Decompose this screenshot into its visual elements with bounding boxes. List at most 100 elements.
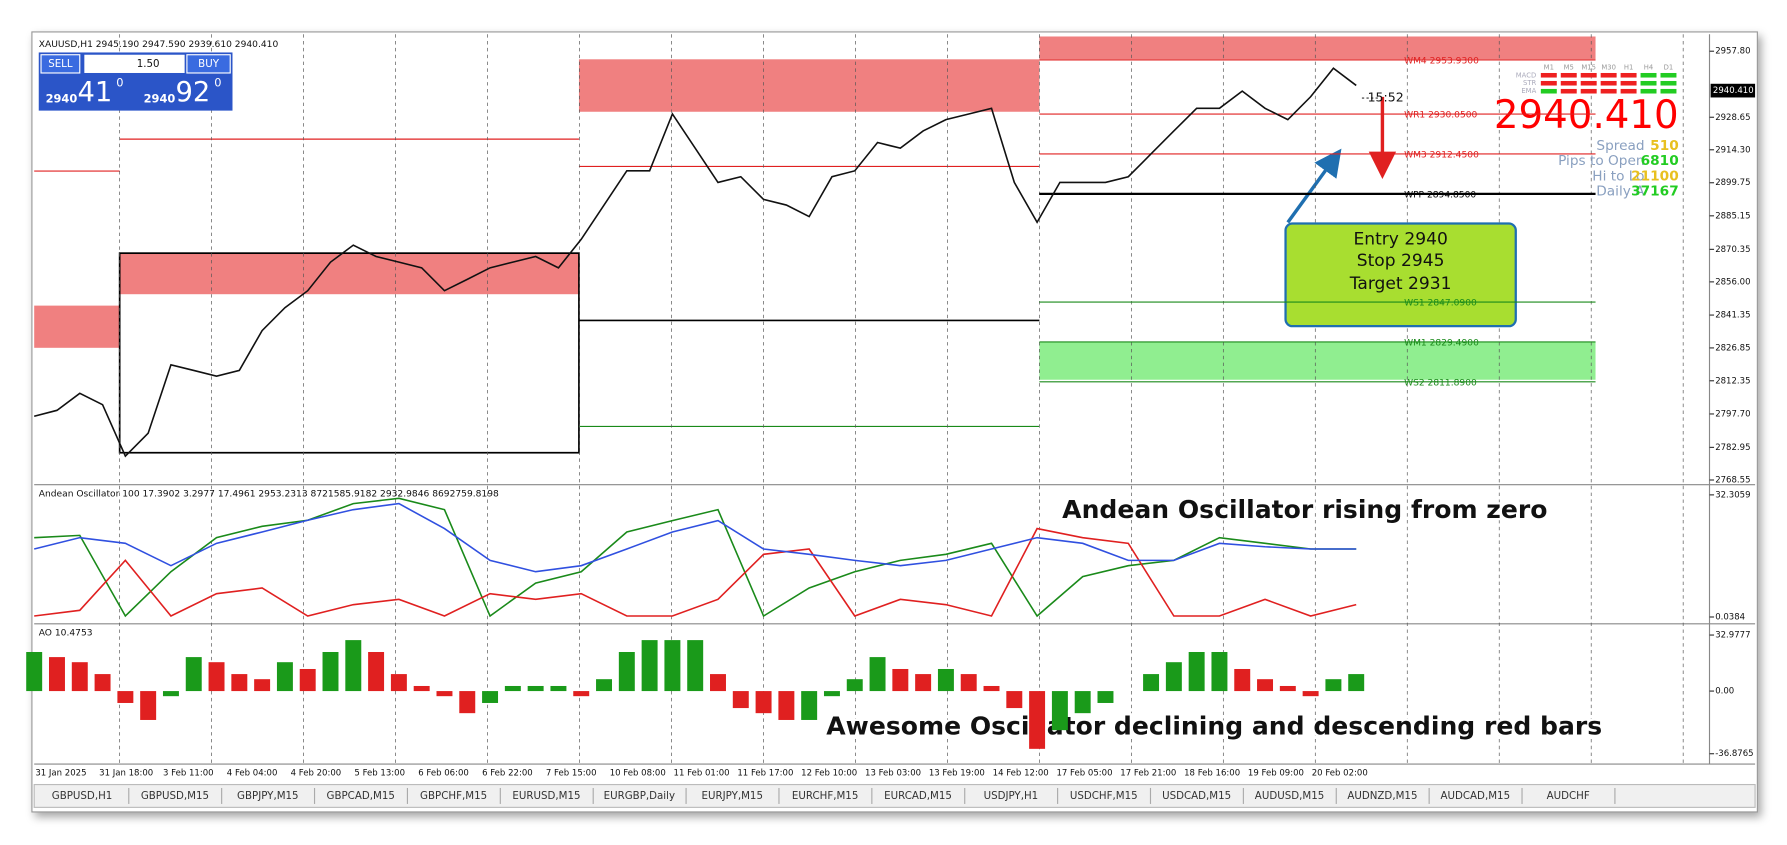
signal-cell (1600, 88, 1617, 94)
tf-label: M5 (1564, 63, 1574, 71)
bid-prefix: 2940 (46, 92, 78, 106)
target: Target 2931 (1349, 274, 1452, 294)
buy-button[interactable] (186, 54, 231, 74)
y-tick-label: -36.8765 (1715, 749, 1753, 759)
ao-bar (1143, 674, 1160, 692)
tab[interactable]: GBPCHF,M15 (420, 790, 487, 802)
ao-bar (368, 651, 385, 692)
pivot-label: WM4 2953.9300 (1404, 57, 1479, 67)
pivot-label: WM3 2912.4500 (1404, 151, 1479, 161)
tab[interactable]: EURJPY,M15 (701, 790, 762, 802)
ao-bar (892, 668, 909, 692)
ao-bar (823, 691, 840, 697)
buy-label: BUY (198, 58, 220, 70)
stat-value: 37167 (1631, 183, 1679, 199)
tab[interactable]: USDCAD,M15 (1162, 790, 1231, 802)
x-tick-label: 7 Feb 15:00 (546, 769, 597, 779)
tab[interactable]: EURUSD,M15 (512, 790, 580, 802)
stat-value: 21100 (1631, 168, 1679, 184)
tab[interactable]: AUDCHF (1547, 790, 1590, 802)
signal-cell (1640, 80, 1657, 86)
tab[interactable]: AUDUSD,M15 (1255, 790, 1324, 802)
x-tick-label: 5 Feb 13:00 (354, 769, 405, 779)
ao-bar (1257, 679, 1274, 692)
ao-bar (26, 651, 43, 692)
x-tick-label: 31 Jan 2025 (35, 769, 86, 779)
y-tick-label: 2841.35 (1715, 311, 1750, 321)
tf-label: H1 (1624, 63, 1633, 71)
y-tick-label: 2826.85 (1715, 343, 1750, 353)
ao-bar (1165, 662, 1182, 692)
ao-bar (1006, 691, 1023, 709)
signal-cell (1540, 72, 1557, 78)
ao-bar (1029, 691, 1046, 749)
x-tick-label: 10 Feb 08:00 (610, 769, 666, 779)
ao-bar (208, 662, 225, 692)
y-tick-label: 2797.70 (1715, 409, 1750, 419)
pivot-label: WM1 2829.4900 (1404, 339, 1479, 349)
y-tick-label: 32.3059 (1715, 490, 1750, 500)
price-tag (1710, 83, 1756, 98)
y-tick-label: 2782.95 (1715, 443, 1750, 453)
tab[interactable]: EURCAD,M15 (884, 790, 952, 802)
signal-cell (1540, 88, 1557, 94)
tab[interactable]: EURCHF,M15 (792, 790, 858, 802)
row-label: EMA (1521, 87, 1536, 95)
chart-header: XAUUSD,H1 2945.190 2947.590 2939.610 294… (39, 40, 279, 50)
lots-input[interactable] (84, 54, 185, 73)
trade-box: Entry 2940 Stop 2945 Target 2931 (1284, 222, 1517, 328)
series-line (33, 67, 1357, 458)
stat-label: Hi to Lo (1592, 168, 1644, 184)
ao-bar (778, 691, 795, 720)
signal-cell (1660, 72, 1677, 78)
pivot-label: WS2 2811.8900 (1404, 378, 1477, 388)
tab[interactable]: EURGBP,Daily (604, 790, 675, 802)
bid-big: 41 (77, 77, 112, 108)
big-price: 2940.410 (1494, 93, 1679, 138)
y-tick-label: 2885.15 (1715, 211, 1750, 221)
tab[interactable]: AUDNZD,M15 (1347, 790, 1417, 802)
zone (1039, 36, 1596, 60)
tab[interactable]: AUDCAD,M15 (1440, 790, 1510, 802)
y-tick-label: 0.00 (1715, 687, 1734, 697)
tf-label: M30 (1601, 63, 1616, 71)
tab[interactable]: USDJPY,H1 (984, 790, 1039, 802)
entry: Entry 2940 (1353, 229, 1447, 249)
ao-bar (846, 679, 863, 692)
ao-bar (869, 657, 886, 692)
series-line (33, 502, 1357, 573)
signal-cell (1620, 80, 1637, 86)
ao-bar (345, 640, 362, 692)
ao-bar (710, 674, 726, 692)
tab[interactable]: GBPJPY,M15 (237, 790, 299, 802)
x-tick-label: 11 Feb 17:00 (737, 769, 793, 779)
signal-cell (1660, 88, 1677, 94)
x-tick-label: 19 Feb 09:00 (1248, 769, 1304, 779)
x-tick-label: 11 Feb 01:00 (674, 769, 730, 779)
ao-bar (550, 685, 567, 692)
ao-bar (1211, 651, 1228, 692)
ao-bar (276, 662, 293, 692)
box (1284, 222, 1517, 328)
tab[interactable]: USDCHF,M15 (1070, 790, 1138, 802)
sell-button[interactable] (40, 54, 81, 74)
y-tick-label: 2928.65 (1715, 113, 1750, 123)
signal-cell (1580, 88, 1597, 94)
lots: 1.50 (137, 58, 160, 70)
ao-bar (1325, 679, 1342, 692)
ao-bar (459, 691, 476, 714)
x-tick-label: 18 Feb 16:00 (1184, 769, 1240, 779)
ao-bar (49, 657, 65, 692)
signal-cell (1600, 80, 1617, 86)
stat-value: 510 (1650, 138, 1679, 154)
ao-bar (915, 674, 932, 692)
tab[interactable]: GBPCAD,M15 (327, 790, 395, 802)
ask-prefix: 2940 (144, 92, 176, 106)
zone (578, 59, 1040, 112)
window-frame (31, 31, 1758, 813)
tab[interactable]: GBPUSD,H1 (52, 790, 113, 802)
stat-label: Daily A (1596, 183, 1645, 199)
ao-bar (664, 640, 681, 692)
tab[interactable]: GBPUSD,M15 (141, 790, 209, 802)
